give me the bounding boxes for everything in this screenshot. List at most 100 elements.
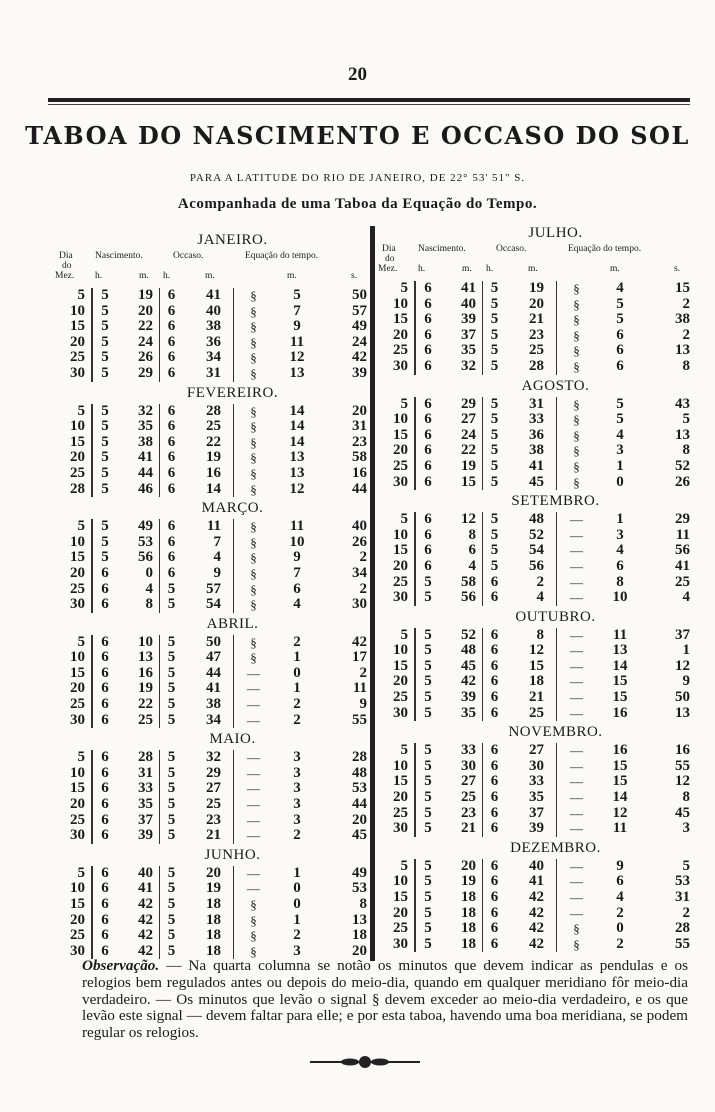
day-cell: 15 bbox=[393, 889, 408, 905]
equation-sign: § bbox=[233, 581, 273, 598]
sunrise-hour: 6 bbox=[91, 828, 117, 844]
day-cell: 20 bbox=[70, 680, 85, 697]
equation-sign: — bbox=[556, 774, 596, 791]
sunrise-hour: 5 bbox=[91, 481, 117, 498]
equation-sign: § bbox=[556, 312, 596, 328]
equation-seconds: 37 bbox=[675, 626, 690, 643]
equation-seconds: 40 bbox=[352, 518, 367, 535]
sunrise-minute: 44 bbox=[138, 464, 153, 481]
day-cell: 20 bbox=[393, 326, 408, 343]
page-number: 20 bbox=[348, 64, 367, 85]
sunset-hour: 5 bbox=[159, 865, 183, 882]
equation-sign: § bbox=[233, 319, 273, 335]
sunset-minute: 39 bbox=[529, 820, 544, 837]
sunrise-minute: 38 bbox=[138, 433, 153, 450]
header-m: m. bbox=[462, 264, 472, 274]
sunset-minute: 41 bbox=[529, 873, 544, 890]
table-row: 20 6 19 5 41—1 11 bbox=[55, 680, 370, 698]
month-block: MARÇO. 5 5 49 6 11 § 11 40 10 5 53 6 7 § 10 26 15 5 56 6 4 § 9 2… bbox=[55, 497, 370, 613]
table-row: 5 5 49 6 11 § 11 40 bbox=[55, 519, 370, 535]
equation-seconds: 13 bbox=[675, 426, 690, 443]
header-h: h. bbox=[163, 271, 171, 281]
table-row: 10 5 35 6 25 § 14 31 bbox=[55, 419, 370, 435]
sunrise-hour: 6 bbox=[414, 558, 440, 575]
table-row: 20 6 35 5 25 — 3 44 bbox=[55, 796, 370, 813]
sunrise-hour: 5 bbox=[414, 936, 440, 953]
month-title: SETEMBRO. bbox=[511, 493, 600, 510]
equation-minutes: 4 bbox=[293, 596, 301, 613]
equation-minutes: 1 bbox=[293, 911, 301, 928]
sunset-minute: 8 bbox=[536, 626, 545, 643]
sunset-minute: 23 bbox=[529, 326, 544, 343]
table-row: 5 6 29 5 31 § 5 43 bbox=[378, 395, 693, 413]
sunrise-hour: 5 bbox=[91, 534, 117, 551]
equation-sign: — bbox=[233, 812, 273, 829]
table-row: 15 5 27 6 33 — 15 12 bbox=[378, 774, 693, 791]
sunset-hour: 6 bbox=[159, 334, 183, 351]
equation-sign: — bbox=[556, 821, 596, 837]
equation-minutes: 1 bbox=[616, 511, 624, 528]
day-cell: 30 bbox=[70, 827, 85, 844]
sunrise-minute: 39 bbox=[138, 827, 153, 844]
table-row: 25 6 22 5 38 — 2 9 bbox=[55, 696, 370, 713]
equation-seconds: 53 bbox=[675, 873, 690, 890]
equation-seconds: 20 bbox=[352, 811, 367, 828]
sunrise-minute: 16 bbox=[138, 664, 153, 681]
equation-sign: § bbox=[233, 350, 273, 366]
sunrise-minute: 22 bbox=[461, 442, 476, 459]
header-h: h. bbox=[486, 264, 494, 274]
sunrise-hour: 5 bbox=[91, 365, 117, 382]
day-cell: 15 bbox=[70, 896, 85, 912]
day-cell: 15 bbox=[70, 780, 85, 797]
table-row: 20 6 22 5 38 § 3 8 bbox=[378, 443, 693, 459]
sunset-minute: 20 bbox=[206, 864, 221, 881]
sunset-hour: 6 bbox=[482, 805, 506, 822]
equation-seconds: 12 bbox=[675, 657, 690, 674]
day-cell: 25 bbox=[393, 689, 408, 706]
sunrise-hour: 5 bbox=[414, 705, 440, 722]
table-row: 30 5 21 6 39 — 11 3 bbox=[378, 821, 693, 837]
sunset-minute: 40 bbox=[206, 302, 221, 319]
sunset-hour: 5 bbox=[482, 296, 506, 313]
sunrise-hour: 5 bbox=[414, 589, 440, 606]
sunset-minute: 54 bbox=[529, 542, 544, 559]
sunrise-hour: 5 bbox=[91, 465, 117, 482]
equation-minutes: 5 bbox=[616, 311, 624, 328]
equation-sign: — bbox=[233, 865, 273, 882]
month-block: JANEIRO. Dia do Mez. Nascimento. Occaso. Equaç… bbox=[55, 229, 370, 382]
month-title: AGOSTO. bbox=[521, 377, 590, 394]
sunrise-hour: 5 bbox=[414, 921, 440, 937]
sunset-minute: 41 bbox=[529, 457, 544, 474]
sunrise-hour: 6 bbox=[91, 712, 117, 729]
month-title: DEZEMBRO. bbox=[510, 839, 601, 856]
equation-sign: — bbox=[556, 674, 596, 691]
sunrise-hour: 6 bbox=[91, 865, 117, 882]
sunset-minute: 9 bbox=[213, 564, 222, 581]
sunrise-minute: 29 bbox=[461, 395, 476, 412]
equation-seconds: 8 bbox=[682, 357, 691, 374]
month-title: JANEIRO. bbox=[197, 232, 268, 248]
sunset-hour: 6 bbox=[482, 774, 506, 791]
equation-sign: § bbox=[233, 928, 273, 944]
month-block: ABRIL. 5 6 10 5 50 § 2 42 10 6 13 5 47 § 1 17 15 6 16 5 44—0 2… bbox=[55, 613, 370, 729]
equation-seconds: 45 bbox=[675, 804, 690, 821]
table-row: 5 5 20 6 40—9 5 bbox=[378, 858, 693, 875]
sunset-hour: 6 bbox=[159, 450, 183, 466]
day-cell: 5 bbox=[400, 511, 409, 528]
sunrise-hour: 6 bbox=[414, 296, 440, 313]
table-row: 20 6 37 5 23 § 6 2 bbox=[378, 326, 693, 344]
equation-minutes: 2 bbox=[293, 927, 301, 944]
day-cell: 30 bbox=[70, 364, 85, 381]
sunset-hour: 5 bbox=[159, 943, 183, 960]
sunrise-hour: 5 bbox=[414, 889, 440, 906]
sunrise-hour: 6 bbox=[414, 358, 440, 375]
sunrise-minute: 37 bbox=[138, 811, 153, 828]
equation-minutes: 8 bbox=[616, 573, 624, 590]
sunset-hour: 5 bbox=[482, 458, 506, 475]
equation-seconds: 26 bbox=[675, 473, 690, 490]
sunrise-minute: 18 bbox=[461, 920, 476, 937]
sunrise-minute: 39 bbox=[461, 689, 476, 706]
sunset-minute: 28 bbox=[206, 402, 221, 419]
sunrise-minute: 19 bbox=[461, 457, 476, 474]
sunrise-hour: 6 bbox=[91, 881, 117, 897]
